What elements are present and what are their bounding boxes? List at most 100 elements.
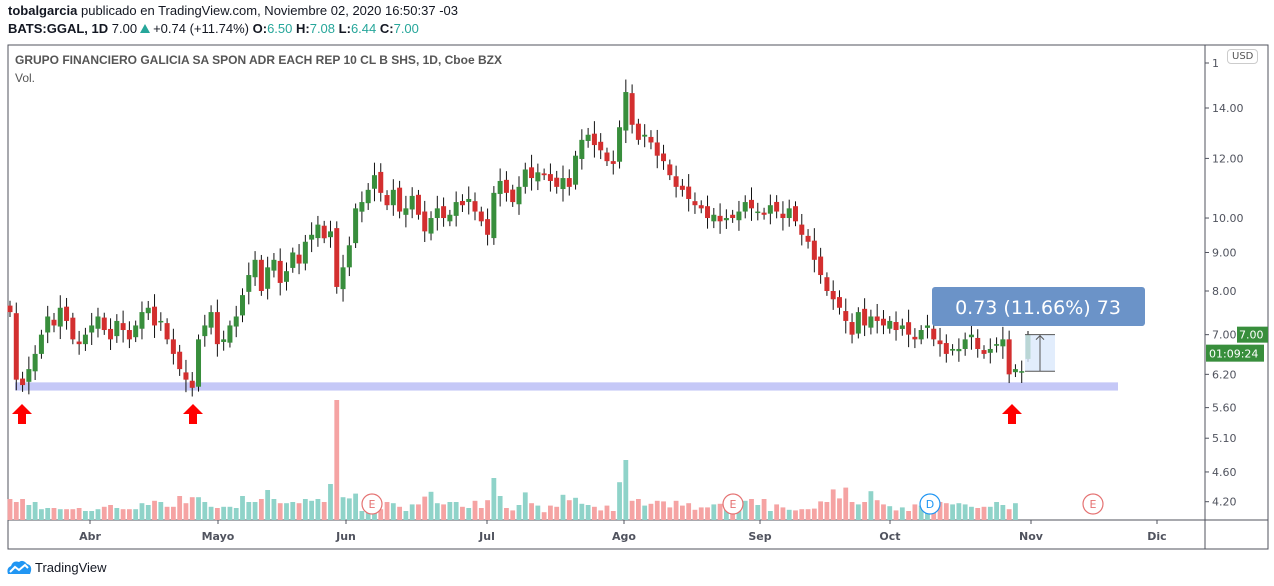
- tradingview-logo[interactable]: TradingView: [6, 559, 107, 575]
- volume-bar: [862, 502, 868, 520]
- volume-bar: [89, 511, 95, 520]
- candle: [1019, 360, 1025, 384]
- candle-body: [45, 316, 51, 333]
- earnings-event-marker[interactable]: E: [722, 493, 744, 515]
- volume-bar: [1000, 505, 1006, 520]
- candle: [415, 189, 421, 220]
- candle-body: [981, 350, 987, 354]
- volume-bar: [761, 499, 767, 520]
- volume-bar: [925, 511, 930, 520]
- candle: [723, 209, 729, 229]
- candle: [177, 344, 183, 376]
- price-axis: 14.00 12.00 10.00 9.00 8.00 7.00 6.20 5.60 5.10 4…: [1205, 57, 1244, 509]
- candle-body: [830, 290, 836, 300]
- candle-body: [265, 267, 271, 289]
- candle-body: [510, 189, 516, 203]
- candle: [1012, 364, 1018, 378]
- publish-info: tobalgarcia publicado en TradingView.com…: [8, 3, 458, 18]
- ohlc-bar: BATS:GGAL, 1D 7.00 +0.74 (+11.74%) O:6.50…: [8, 21, 419, 36]
- chart-frame: [7, 44, 1269, 550]
- candle-body: [485, 219, 491, 235]
- volume-bar: [397, 506, 403, 520]
- up-triangle-icon: [140, 24, 151, 33]
- event-letter: E: [369, 498, 376, 511]
- candle: [541, 168, 547, 181]
- volume-bar: [447, 502, 453, 520]
- candle: [899, 318, 905, 336]
- candle-body: [767, 205, 773, 214]
- earnings-event-marker[interactable]: E: [361, 493, 383, 515]
- support-zone: [15, 382, 1118, 391]
- candle-body: [906, 322, 912, 335]
- volume-bar: [478, 508, 484, 520]
- candle: [353, 203, 359, 248]
- candle: [818, 247, 824, 284]
- volume-bar: [152, 500, 157, 520]
- candle: [497, 168, 503, 207]
- candle-body: [749, 199, 755, 209]
- volume-bars: [7, 400, 1018, 520]
- candle-body: [422, 211, 428, 232]
- candle-body: [302, 241, 308, 264]
- tradingview-cloud-icon: [7, 560, 32, 574]
- candle-body: [296, 254, 302, 264]
- candle-body: [240, 295, 246, 316]
- volume-bar: [962, 504, 968, 520]
- volume-bar: [585, 505, 591, 520]
- volume-bar: [642, 505, 648, 520]
- candle: [441, 197, 447, 227]
- volume-bar: [51, 508, 57, 520]
- volume-bar: [975, 508, 981, 520]
- candle: [183, 359, 189, 393]
- candle-body: [598, 141, 604, 151]
- candle-body: [987, 348, 993, 353]
- volume-bar: [623, 460, 629, 520]
- candle-body: [101, 317, 107, 331]
- candle-body: [610, 161, 616, 164]
- candle: [478, 206, 484, 227]
- price-tick-label: 10.00: [1212, 212, 1244, 225]
- red-up-arrow-icon: [1002, 404, 1022, 424]
- last-price-tag: [1237, 326, 1268, 343]
- dividend-event-marker[interactable]: D: [919, 493, 941, 515]
- volume-bar: [912, 504, 918, 520]
- candle: [711, 207, 717, 229]
- candle: [485, 208, 491, 246]
- candle-body: [805, 235, 811, 242]
- candle: [792, 201, 798, 227]
- candle: [472, 192, 478, 221]
- volume-bar: [705, 507, 710, 520]
- candle: [1006, 330, 1012, 384]
- volume-bar: [302, 499, 308, 520]
- candle: [32, 345, 38, 381]
- brand-name: TradingView: [35, 559, 107, 575]
- volume-bar: [177, 496, 183, 520]
- volume-bar: [309, 500, 315, 520]
- volume-bar: [893, 510, 899, 520]
- candle: [359, 191, 365, 223]
- candle: [227, 320, 233, 348]
- price-tick-label: 4.60: [1212, 466, 1237, 479]
- volume-bar: [698, 507, 704, 520]
- volume-bar: [214, 508, 220, 520]
- volume-bar: [202, 502, 208, 520]
- candle: [968, 322, 974, 350]
- candle: [271, 253, 277, 278]
- volume-bar: [258, 499, 264, 520]
- volume-bar: [145, 505, 151, 520]
- candle: [309, 222, 315, 253]
- candle: [692, 192, 698, 214]
- candle-body: [554, 177, 560, 187]
- candle-body: [742, 202, 748, 212]
- red-up-arrow-icon: [183, 404, 203, 424]
- currency-button[interactable]: USD: [1227, 49, 1259, 64]
- price-tick-label-partial: 1: [1212, 57, 1219, 70]
- volume-bar: [749, 499, 754, 520]
- candle-body: [849, 322, 855, 335]
- candle: [824, 272, 830, 296]
- candle-body: [654, 142, 660, 156]
- volume-bar: [780, 507, 786, 520]
- earnings-event-marker[interactable]: E: [1082, 493, 1104, 515]
- author[interactable]: tobalgarcia: [8, 3, 78, 18]
